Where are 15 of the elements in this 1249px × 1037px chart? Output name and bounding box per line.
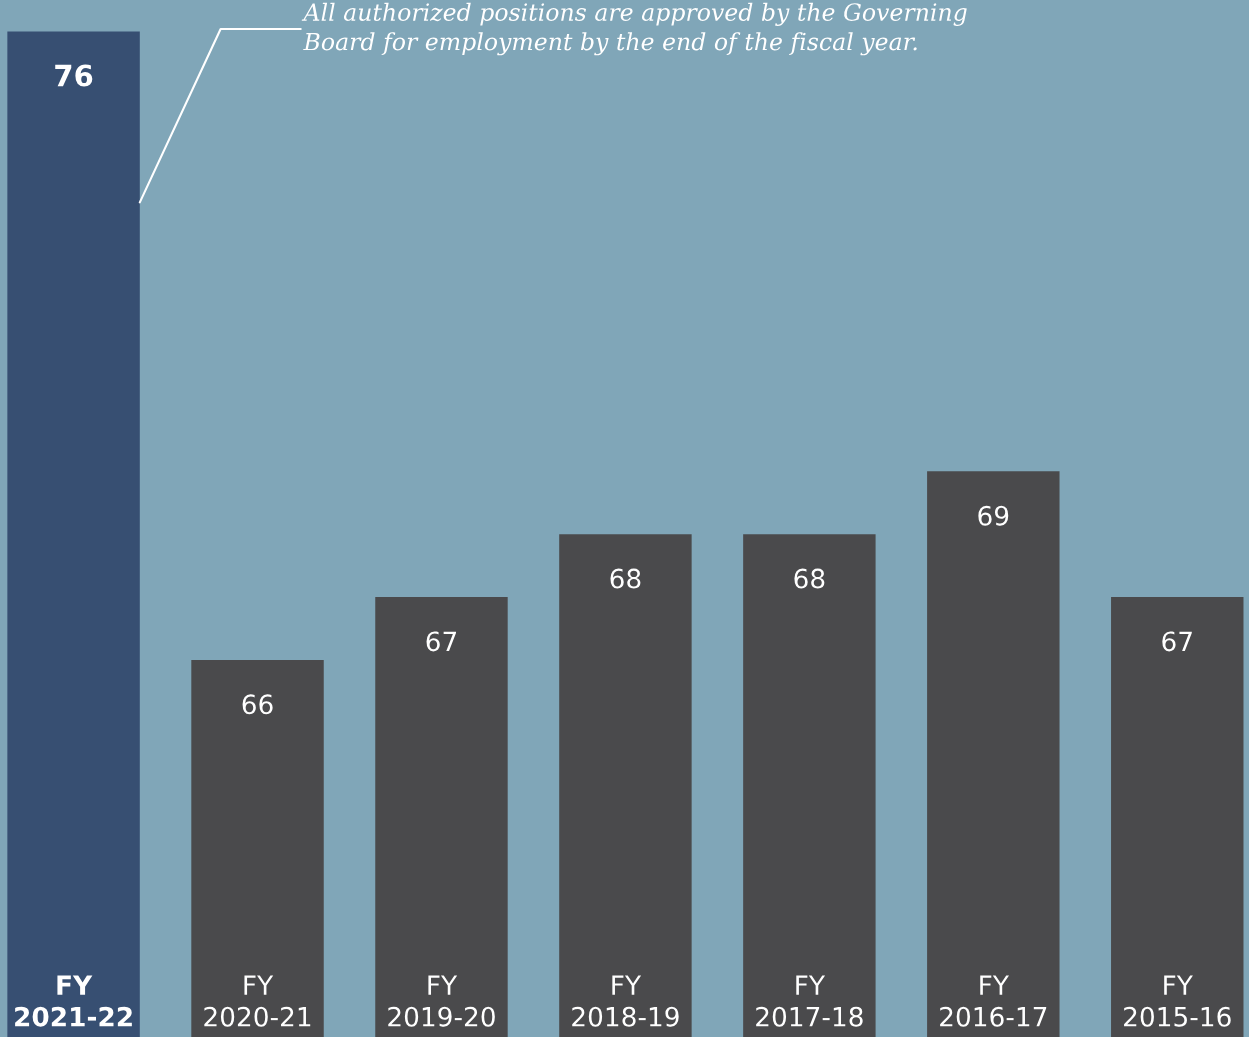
data-label: 69 bbox=[978, 505, 1009, 526]
data-label: 67 bbox=[1162, 631, 1192, 652]
x-tick-label: FY 2020-21 bbox=[204, 975, 311, 1027]
data-label: 67 bbox=[426, 631, 457, 652]
x-tick-label: FY 2015-16 bbox=[1124, 975, 1231, 1027]
data-label: 66 bbox=[242, 694, 273, 715]
x-tick-label: FY 2016-17 bbox=[940, 975, 1047, 1027]
annotation: All authorized positions are approved by the Governing Board for employment by the end of the fiscal year. bbox=[301, 2, 967, 56]
x-tick-label: FY 2019-20 bbox=[388, 975, 495, 1027]
x-tick-label: FY 2021-22 bbox=[15, 975, 132, 1027]
data-label: 68 bbox=[794, 568, 825, 589]
data-label: 68 bbox=[610, 568, 641, 589]
x-tick-label: FY 2018-19 bbox=[572, 975, 679, 1027]
x-tick-label: FY 2017-18 bbox=[756, 975, 863, 1027]
data-label: 76 bbox=[55, 64, 93, 87]
